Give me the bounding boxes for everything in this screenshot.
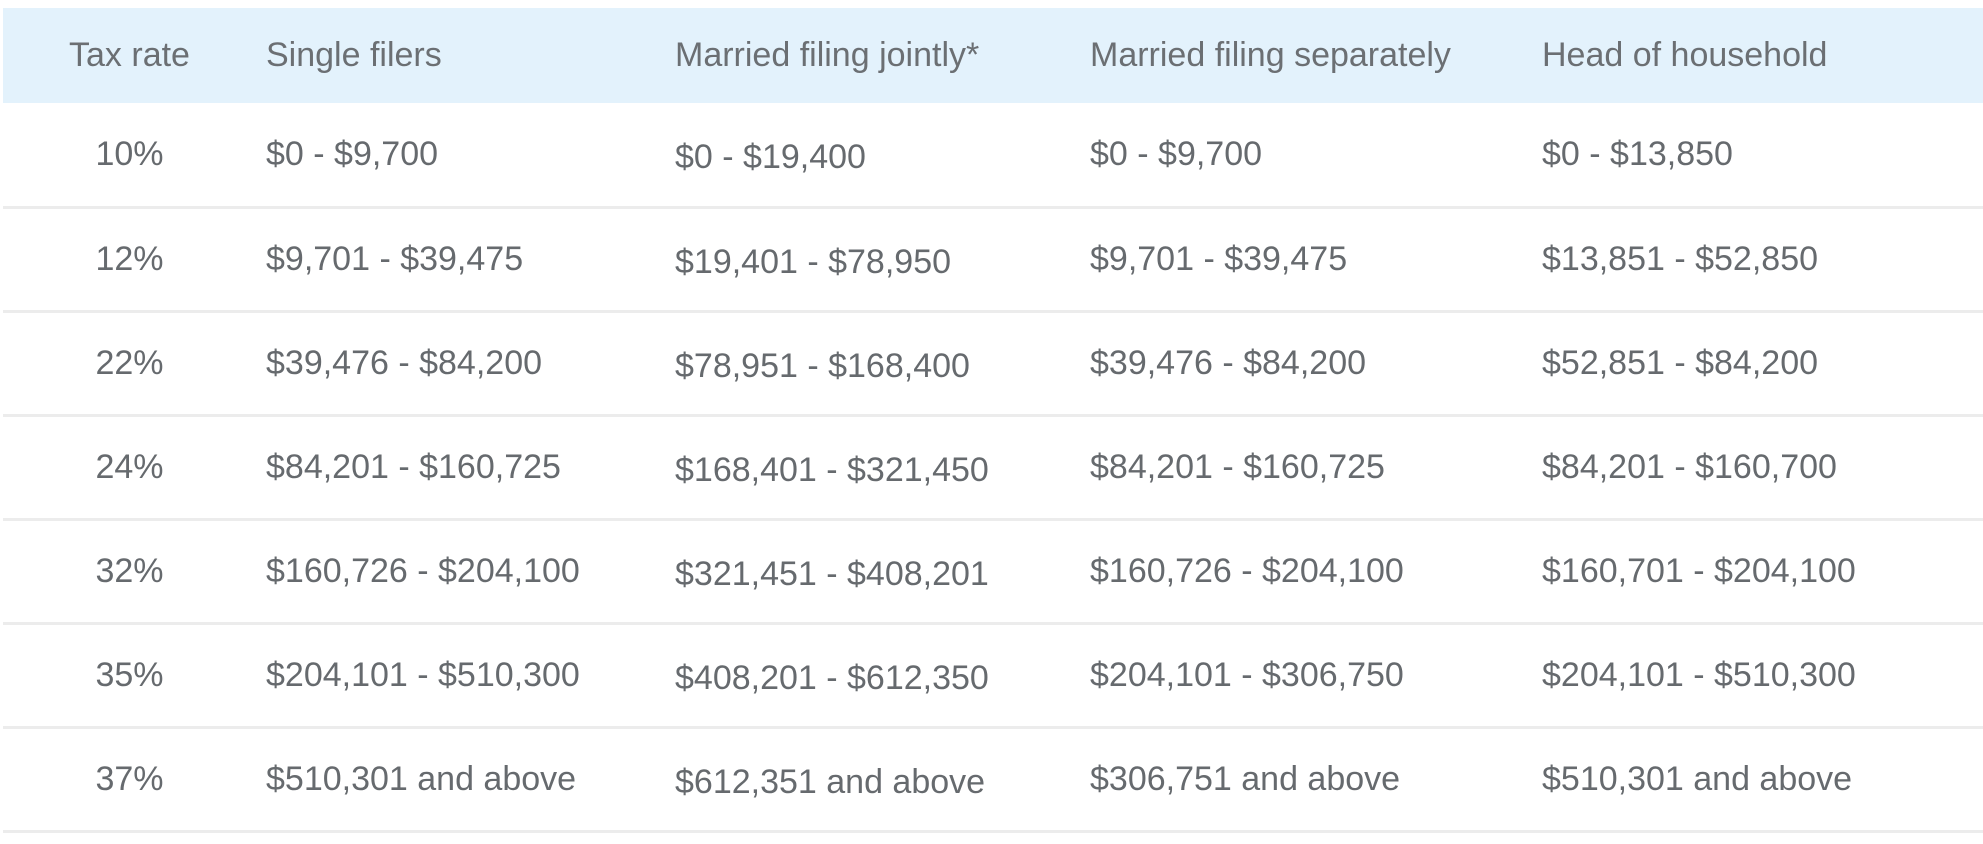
table-row: 32% $160,726 - $204,100 $321,451 - $408,… bbox=[3, 519, 1983, 623]
header-head-of-household: Head of household bbox=[1542, 36, 1828, 74]
header-tax-rate: Tax rate bbox=[69, 36, 190, 74]
cell-single-filers: $0 - $9,700 bbox=[266, 134, 439, 173]
cell-tax-rate: 10% bbox=[95, 134, 164, 173]
cell-married-jointly: $168,401 - $321,450 bbox=[675, 450, 989, 489]
tax-bracket-table: Tax rate Single filers Married filing jo… bbox=[3, 8, 1983, 833]
cell-head-of-household: $0 - $13,850 bbox=[1542, 134, 1733, 173]
table-row: 10% $0 - $9,700 $0 - $19,400 $0 - $9,700… bbox=[3, 103, 1983, 207]
cell-tax-rate: 24% bbox=[95, 447, 164, 486]
cell-head-of-household: $510,301 and above bbox=[1542, 759, 1853, 798]
cell-head-of-household: $13,851 - $52,850 bbox=[1542, 239, 1819, 278]
cell-head-of-household: $84,201 - $160,700 bbox=[1542, 447, 1837, 486]
cell-married-separately: $39,476 - $84,200 bbox=[1090, 343, 1367, 382]
table-row: 24% $84,201 - $160,725 $168,401 - $321,4… bbox=[3, 415, 1983, 519]
cell-single-filers: $204,101 - $510,300 bbox=[266, 655, 580, 694]
table-header: Tax rate Single filers Married filing jo… bbox=[3, 8, 1983, 103]
table-row: 37% $510,301 and above $612,351 and abov… bbox=[3, 727, 1983, 831]
cell-single-filers: $9,701 - $39,475 bbox=[266, 239, 524, 278]
cell-married-jointly: $321,451 - $408,201 bbox=[675, 554, 989, 593]
cell-head-of-household: $160,701 - $204,100 bbox=[1542, 551, 1856, 590]
cell-married-jointly: $408,201 - $612,350 bbox=[675, 658, 989, 697]
cell-married-separately: $0 - $9,700 bbox=[1090, 134, 1263, 173]
cell-married-separately: $160,726 - $204,100 bbox=[1090, 551, 1404, 590]
cell-head-of-household: $204,101 - $510,300 bbox=[1542, 655, 1856, 694]
header-row: Tax rate Single filers Married filing jo… bbox=[3, 8, 1983, 103]
table-body: 10% $0 - $9,700 $0 - $19,400 $0 - $9,700… bbox=[3, 103, 1983, 831]
cell-single-filers: $84,201 - $160,725 bbox=[266, 447, 561, 486]
cell-tax-rate: 12% bbox=[95, 239, 164, 278]
cell-married-jointly: $19,401 - $78,950 bbox=[675, 242, 952, 281]
header-married-separately: Married filing separately bbox=[1090, 36, 1451, 74]
cell-married-separately: $9,701 - $39,475 bbox=[1090, 239, 1348, 278]
cell-married-separately: $306,751 and above bbox=[1090, 759, 1401, 798]
cell-married-jointly: $612,351 and above bbox=[675, 762, 986, 801]
cell-single-filers: $39,476 - $84,200 bbox=[266, 343, 543, 382]
table-row: 12% $9,701 - $39,475 $19,401 - $78,950 $… bbox=[3, 207, 1983, 311]
cell-married-jointly: $0 - $19,400 bbox=[675, 137, 866, 176]
table-row: 22% $39,476 - $84,200 $78,951 - $168,400… bbox=[3, 311, 1983, 415]
cell-single-filers: $510,301 and above bbox=[266, 759, 577, 798]
cell-married-separately: $204,101 - $306,750 bbox=[1090, 655, 1404, 694]
cell-married-separately: $84,201 - $160,725 bbox=[1090, 447, 1385, 486]
cell-head-of-household: $52,851 - $84,200 bbox=[1542, 343, 1819, 382]
cell-tax-rate: 35% bbox=[95, 655, 164, 694]
cell-tax-rate: 32% bbox=[95, 551, 164, 590]
cell-single-filers: $160,726 - $204,100 bbox=[266, 551, 580, 590]
cell-tax-rate: 22% bbox=[95, 343, 164, 382]
tax-bracket-table-container: Tax rate Single filers Married filing jo… bbox=[3, 8, 1983, 844]
header-married-jointly: Married filing jointly* bbox=[675, 36, 980, 74]
header-single-filers: Single filers bbox=[266, 36, 442, 74]
table-row: 35% $204,101 - $510,300 $408,201 - $612,… bbox=[3, 623, 1983, 727]
cell-married-jointly: $78,951 - $168,400 bbox=[675, 346, 970, 385]
cell-tax-rate: 37% bbox=[95, 759, 164, 798]
